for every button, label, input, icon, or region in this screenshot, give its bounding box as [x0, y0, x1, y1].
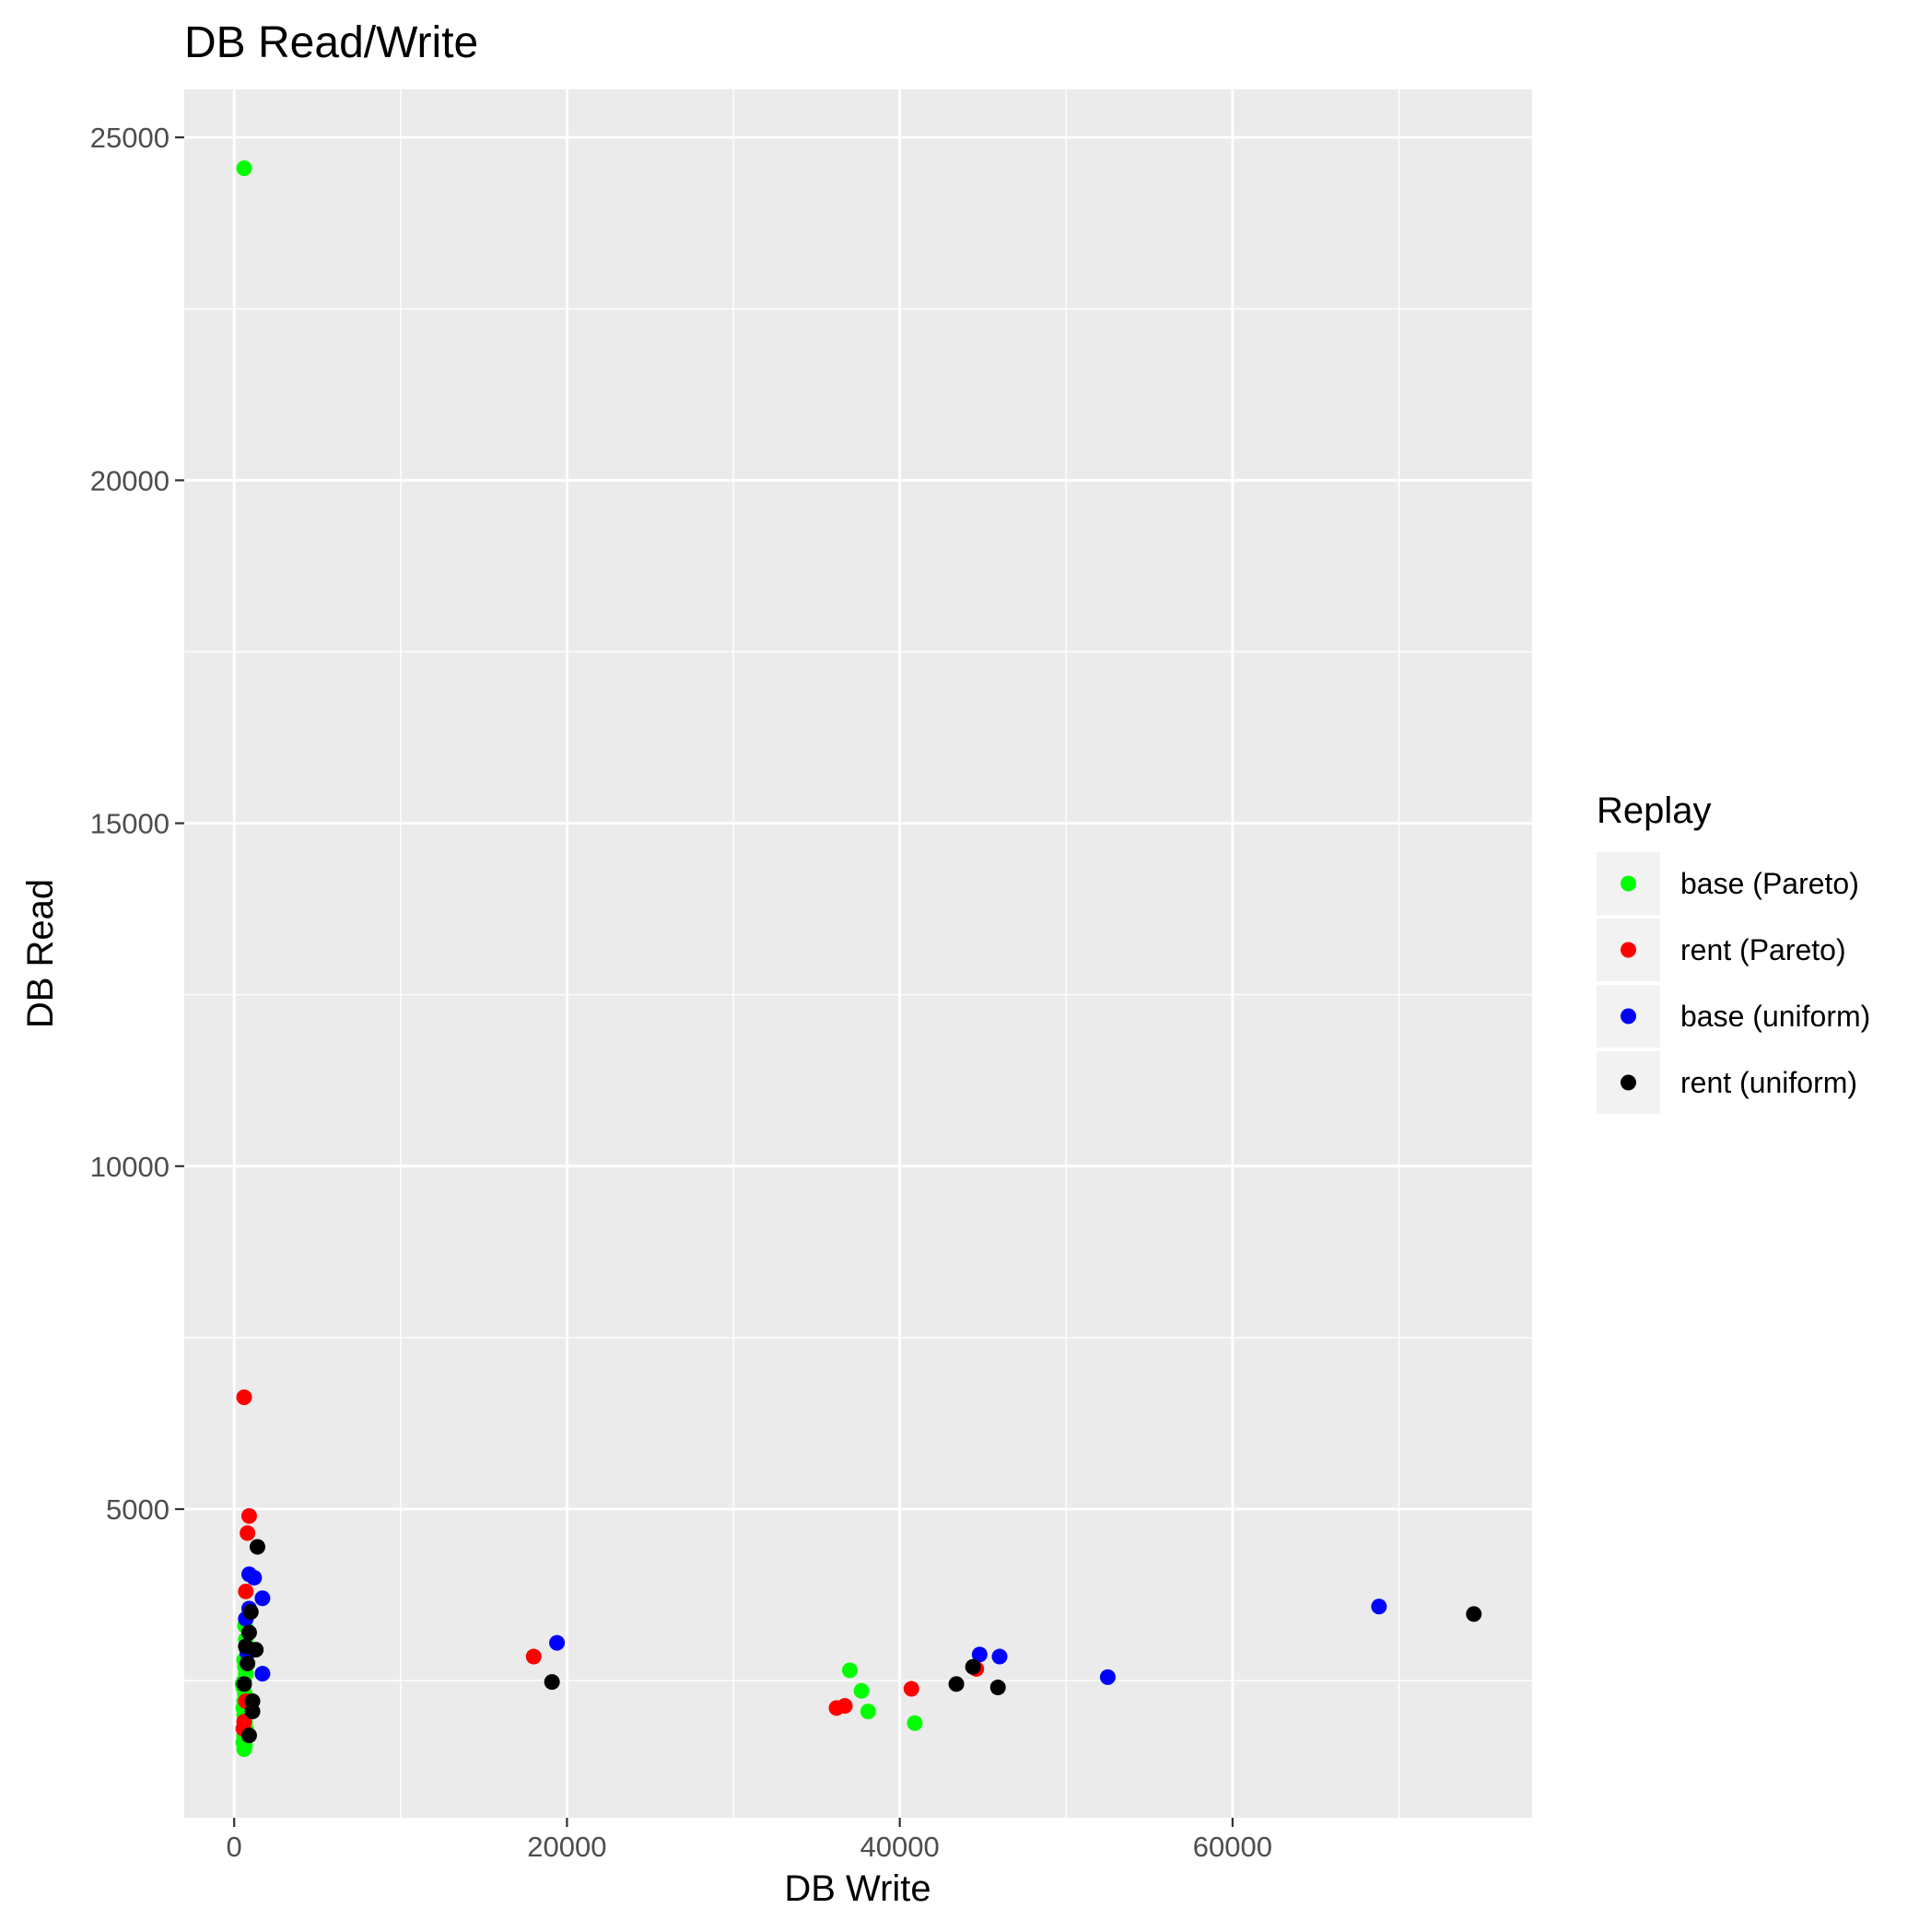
- data-point: [1371, 1598, 1387, 1615]
- data-point: [242, 1604, 259, 1621]
- x-axis-ticks: 0 20000 40000 60000: [227, 1818, 1272, 1863]
- y-axis-ticks: 5000 10000 15000 20000 25000: [90, 122, 184, 1526]
- data-points: [234, 160, 1482, 1758]
- data-point: [240, 1525, 256, 1541]
- legend-label: rent (Pareto): [1680, 933, 1846, 966]
- data-point: [236, 1389, 252, 1406]
- data-point: [860, 1704, 876, 1720]
- series-3: [236, 1539, 1482, 1744]
- data-point: [903, 1680, 919, 1697]
- data-point: [991, 1648, 1008, 1665]
- y-tick-label: 5000: [106, 1493, 170, 1526]
- x-tick-label: 20000: [527, 1831, 606, 1863]
- data-point: [971, 1646, 988, 1663]
- data-point: [254, 1666, 271, 1682]
- data-point: [948, 1676, 965, 1692]
- data-point: [989, 1680, 1006, 1696]
- data-point: [249, 1539, 265, 1555]
- legend-key-point: [1621, 1008, 1636, 1025]
- data-point: [236, 1741, 252, 1758]
- legend-title: Replay: [1597, 790, 1712, 831]
- grid-major: [184, 89, 1532, 1818]
- grid-minor: [184, 89, 1532, 1818]
- legend-key-point: [1621, 1074, 1636, 1091]
- data-point: [907, 1715, 923, 1731]
- legend-label: base (Pareto): [1680, 867, 1859, 900]
- legend-item: base (uniform): [1597, 985, 1870, 1048]
- legend-key-point: [1621, 875, 1636, 892]
- data-point: [240, 1656, 256, 1671]
- x-tick-label: 40000: [860, 1831, 940, 1863]
- data-point: [240, 1727, 257, 1744]
- data-point: [238, 1638, 254, 1655]
- legend-item: base (Pareto): [1597, 852, 1859, 915]
- legend-label: base (uniform): [1680, 1000, 1870, 1033]
- x-tick-label: 0: [227, 1831, 242, 1863]
- y-tick-label: 15000: [90, 808, 170, 840]
- legend-item: rent (uniform): [1597, 1051, 1857, 1114]
- legend: Replay base (Pareto) rent (Pareto) base (u…: [1597, 790, 1870, 1114]
- data-point: [238, 1583, 254, 1599]
- chart-title: DB Read/Write: [184, 18, 478, 67]
- data-point: [965, 1658, 981, 1675]
- data-point: [841, 1662, 858, 1679]
- data-point: [549, 1634, 566, 1651]
- y-tick-label: 20000: [90, 464, 170, 497]
- data-point: [236, 160, 252, 177]
- data-point: [544, 1674, 560, 1691]
- data-point: [254, 1590, 271, 1607]
- data-point: [240, 1624, 257, 1641]
- data-point: [525, 1648, 542, 1665]
- x-tick-label: 60000: [1193, 1831, 1272, 1863]
- data-point: [853, 1682, 870, 1699]
- data-point: [837, 1698, 853, 1715]
- legend-label: rent (uniform): [1680, 1066, 1857, 1099]
- data-point: [1466, 1606, 1482, 1622]
- x-axis-title: DB Write: [784, 1868, 930, 1909]
- data-point: [244, 1704, 261, 1720]
- series-1: [235, 1389, 985, 1737]
- legend-item: rent (Pareto): [1597, 919, 1846, 981]
- legend-key-point: [1621, 942, 1636, 958]
- data-point: [246, 1569, 263, 1586]
- y-tick-label: 25000: [90, 122, 170, 154]
- y-axis-title: DB Read: [20, 879, 61, 1028]
- plot-panel: [184, 89, 1532, 1818]
- data-point: [236, 1676, 252, 1692]
- data-point: [240, 1507, 257, 1524]
- y-tick-label: 10000: [90, 1151, 170, 1183]
- data-point: [1099, 1669, 1116, 1685]
